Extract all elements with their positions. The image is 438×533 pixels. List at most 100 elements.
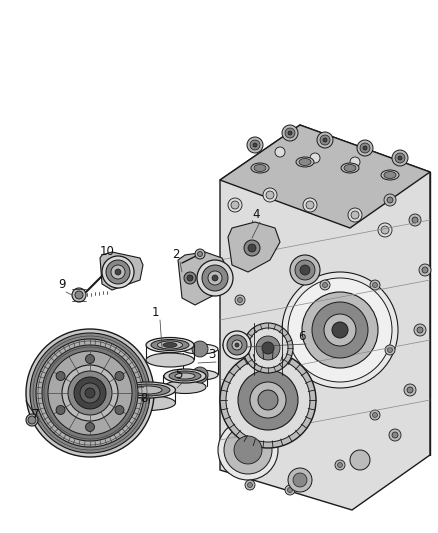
Circle shape xyxy=(106,260,130,284)
Circle shape xyxy=(293,473,307,487)
Circle shape xyxy=(228,198,242,212)
Circle shape xyxy=(62,365,118,421)
Text: 4: 4 xyxy=(252,208,259,221)
Circle shape xyxy=(324,314,356,346)
Circle shape xyxy=(378,223,392,237)
Circle shape xyxy=(332,322,348,338)
Circle shape xyxy=(422,267,428,273)
Circle shape xyxy=(282,125,298,141)
Text: 7: 7 xyxy=(32,408,39,421)
Circle shape xyxy=(409,214,421,226)
Ellipse shape xyxy=(146,337,194,352)
Circle shape xyxy=(234,436,262,464)
Circle shape xyxy=(250,382,286,418)
Circle shape xyxy=(192,341,208,357)
Circle shape xyxy=(404,384,416,396)
Ellipse shape xyxy=(146,353,194,367)
Circle shape xyxy=(312,302,368,358)
Text: 8: 8 xyxy=(140,392,147,405)
Circle shape xyxy=(30,333,150,453)
Circle shape xyxy=(407,387,413,393)
Circle shape xyxy=(115,269,121,275)
Circle shape xyxy=(26,414,38,426)
Circle shape xyxy=(198,252,202,256)
Circle shape xyxy=(306,201,314,209)
Circle shape xyxy=(288,131,292,135)
Polygon shape xyxy=(220,125,430,228)
Circle shape xyxy=(75,291,83,299)
Circle shape xyxy=(363,146,367,150)
Circle shape xyxy=(303,198,317,212)
Circle shape xyxy=(56,406,65,415)
Text: 3: 3 xyxy=(208,348,215,361)
Circle shape xyxy=(335,460,345,470)
Circle shape xyxy=(223,331,251,359)
Circle shape xyxy=(285,128,295,138)
Circle shape xyxy=(417,327,423,333)
Circle shape xyxy=(266,191,274,199)
Circle shape xyxy=(232,340,242,350)
Circle shape xyxy=(392,432,398,438)
Polygon shape xyxy=(220,125,430,510)
Circle shape xyxy=(85,423,95,432)
Ellipse shape xyxy=(175,373,195,379)
Circle shape xyxy=(385,345,395,355)
Circle shape xyxy=(250,140,260,150)
Circle shape xyxy=(237,297,243,303)
Ellipse shape xyxy=(182,370,218,380)
Circle shape xyxy=(395,153,405,163)
Ellipse shape xyxy=(164,381,206,393)
Circle shape xyxy=(262,342,274,354)
Circle shape xyxy=(72,288,86,302)
Circle shape xyxy=(295,260,315,280)
Circle shape xyxy=(323,138,327,142)
Circle shape xyxy=(414,324,426,336)
Circle shape xyxy=(317,132,333,148)
Circle shape xyxy=(381,226,389,234)
Circle shape xyxy=(351,211,359,219)
Circle shape xyxy=(231,201,239,209)
Circle shape xyxy=(243,323,293,373)
Text: 9: 9 xyxy=(58,278,66,291)
Circle shape xyxy=(192,367,208,383)
Ellipse shape xyxy=(341,163,359,173)
Circle shape xyxy=(350,450,370,470)
Circle shape xyxy=(322,282,328,287)
Circle shape xyxy=(48,351,132,435)
Circle shape xyxy=(111,265,125,279)
Circle shape xyxy=(184,272,196,284)
Ellipse shape xyxy=(158,341,183,349)
Circle shape xyxy=(218,420,278,480)
Circle shape xyxy=(42,345,138,441)
Circle shape xyxy=(224,426,272,474)
Circle shape xyxy=(235,343,239,347)
Ellipse shape xyxy=(182,344,218,354)
Circle shape xyxy=(275,147,285,157)
Circle shape xyxy=(302,292,378,368)
Ellipse shape xyxy=(344,165,356,172)
Circle shape xyxy=(282,272,398,388)
Circle shape xyxy=(398,156,402,160)
Text: 2: 2 xyxy=(172,248,180,261)
Circle shape xyxy=(212,275,218,281)
Ellipse shape xyxy=(299,158,311,166)
Circle shape xyxy=(384,194,396,206)
Circle shape xyxy=(256,336,280,360)
Circle shape xyxy=(419,264,431,276)
Circle shape xyxy=(102,256,134,288)
Circle shape xyxy=(392,150,408,166)
Circle shape xyxy=(258,390,278,410)
Circle shape xyxy=(26,329,154,457)
Ellipse shape xyxy=(163,343,177,348)
Circle shape xyxy=(350,157,360,167)
Circle shape xyxy=(244,240,260,256)
Polygon shape xyxy=(178,252,228,305)
Text: 10: 10 xyxy=(100,245,115,258)
Ellipse shape xyxy=(384,172,396,179)
Ellipse shape xyxy=(254,165,266,172)
Ellipse shape xyxy=(251,163,269,173)
Ellipse shape xyxy=(169,371,201,381)
Circle shape xyxy=(197,260,233,296)
Ellipse shape xyxy=(164,369,206,383)
Circle shape xyxy=(288,278,392,382)
